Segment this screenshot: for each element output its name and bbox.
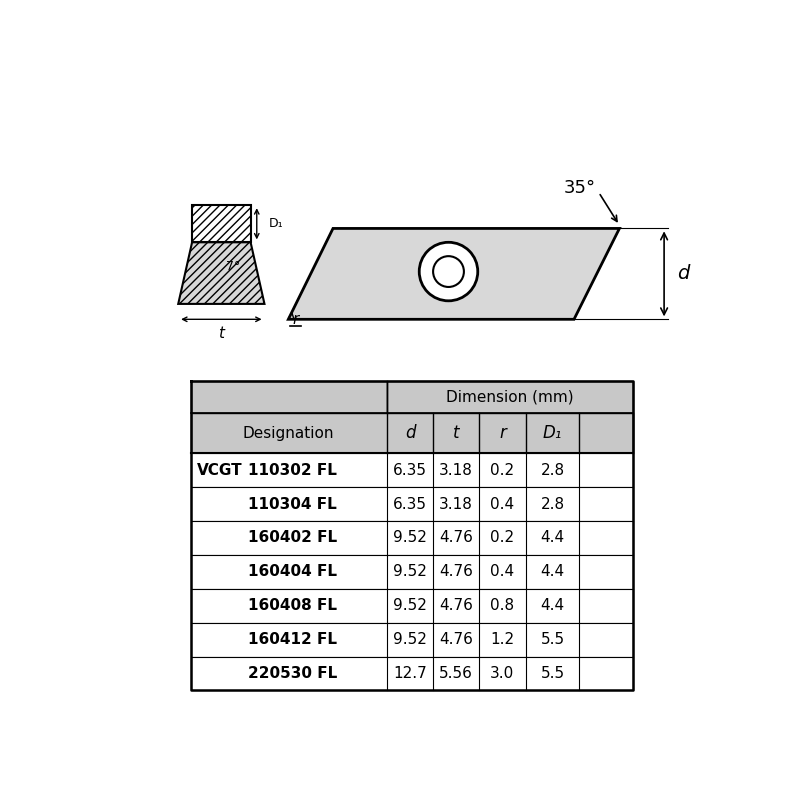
Text: 3.0: 3.0 (490, 666, 514, 681)
Bar (190, 521, 634, 555)
Text: Dimension (mm): Dimension (mm) (446, 390, 574, 405)
Text: d: d (405, 424, 415, 442)
Text: 6.35: 6.35 (393, 497, 427, 512)
Text: r: r (499, 424, 506, 442)
Text: 2.8: 2.8 (540, 497, 565, 512)
Text: D₁: D₁ (269, 218, 283, 230)
Text: 9.52: 9.52 (393, 530, 427, 546)
Text: Designation: Designation (243, 426, 334, 441)
Text: 4.76: 4.76 (439, 564, 473, 579)
Polygon shape (178, 242, 265, 304)
Text: VCGT: VCGT (197, 462, 242, 478)
Text: 2.8: 2.8 (540, 462, 565, 478)
Text: 5.5: 5.5 (540, 632, 565, 647)
Text: 3.18: 3.18 (439, 462, 473, 478)
Text: r: r (292, 312, 298, 326)
Text: 4.76: 4.76 (439, 530, 473, 546)
Text: t: t (453, 424, 459, 442)
Text: 110304 FL: 110304 FL (248, 497, 337, 512)
Text: 5.5: 5.5 (540, 666, 565, 681)
Text: 160402 FL: 160402 FL (248, 530, 338, 546)
Text: 6.35: 6.35 (393, 462, 427, 478)
Text: 0.8: 0.8 (490, 598, 514, 614)
Text: 4.76: 4.76 (439, 598, 473, 614)
Text: 7°: 7° (226, 261, 240, 274)
Text: 4.4: 4.4 (540, 564, 565, 579)
Text: t: t (218, 326, 224, 341)
Bar (190, 555, 634, 589)
Text: 1.2: 1.2 (490, 632, 514, 647)
Bar (190, 381, 387, 414)
Text: 0.4: 0.4 (490, 564, 514, 579)
Polygon shape (192, 206, 250, 242)
Circle shape (419, 242, 478, 301)
Text: 5.56: 5.56 (439, 666, 473, 681)
Text: 9.52: 9.52 (393, 564, 427, 579)
Bar (190, 414, 634, 454)
Text: 110302 FL: 110302 FL (248, 462, 337, 478)
Text: 9.52: 9.52 (393, 632, 427, 647)
Text: 35°: 35° (563, 179, 595, 198)
Text: 9.52: 9.52 (393, 598, 427, 614)
Text: D₁: D₁ (542, 424, 562, 442)
Text: 0.2: 0.2 (490, 462, 514, 478)
Text: 220530 FL: 220530 FL (248, 666, 338, 681)
Text: 160404 FL: 160404 FL (248, 564, 338, 579)
Text: 160408 FL: 160408 FL (248, 598, 338, 614)
Text: d: d (677, 264, 690, 283)
Text: 4.76: 4.76 (439, 632, 473, 647)
Bar (190, 487, 634, 521)
Text: 12.7: 12.7 (393, 666, 427, 681)
Bar (190, 589, 634, 622)
Text: 160412 FL: 160412 FL (248, 632, 338, 647)
Text: 4.4: 4.4 (540, 598, 565, 614)
Text: 3.18: 3.18 (439, 497, 473, 512)
Bar (190, 657, 634, 690)
Text: 0.4: 0.4 (490, 497, 514, 512)
Polygon shape (288, 229, 619, 319)
Bar (190, 454, 634, 487)
Text: 4.4: 4.4 (540, 530, 565, 546)
Bar (190, 622, 634, 657)
Bar (387, 381, 634, 414)
Text: 0.2: 0.2 (490, 530, 514, 546)
